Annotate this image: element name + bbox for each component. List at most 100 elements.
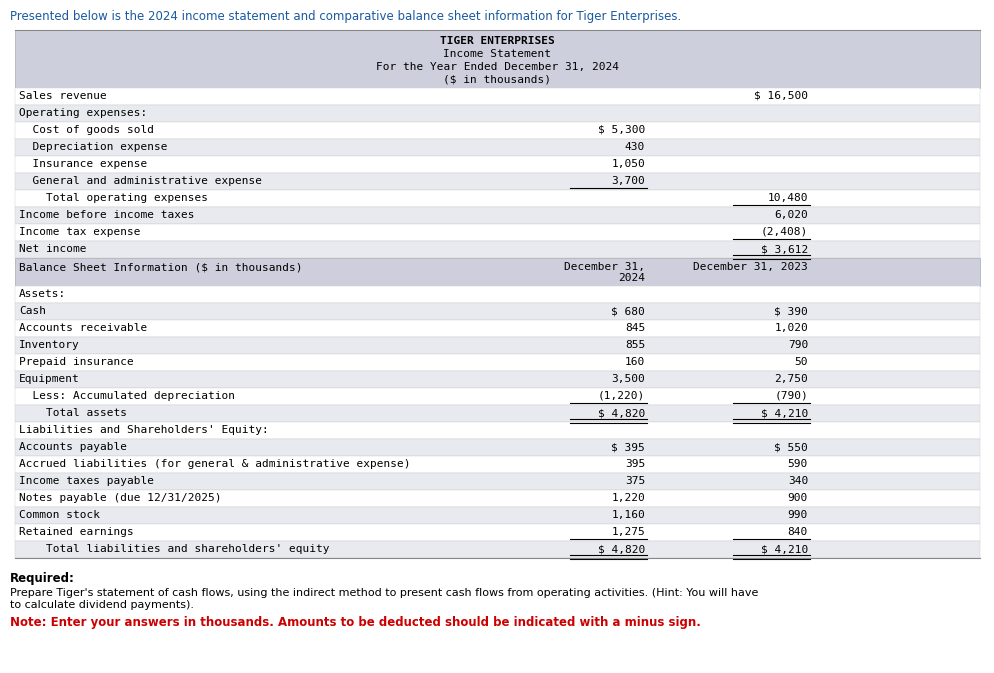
Bar xyxy=(15,88,979,105)
Text: 2024: 2024 xyxy=(617,273,644,283)
Text: Income Statement: Income Statement xyxy=(443,49,551,59)
Text: 790: 790 xyxy=(787,340,807,350)
Text: Assets:: Assets: xyxy=(19,289,67,299)
Text: $ 4,210: $ 4,210 xyxy=(760,408,807,418)
Text: $ 4,820: $ 4,820 xyxy=(597,544,644,554)
Bar xyxy=(15,156,979,173)
Text: $ 5,300: $ 5,300 xyxy=(597,125,644,135)
Text: 2,750: 2,750 xyxy=(773,374,807,384)
Text: Accounts payable: Accounts payable xyxy=(19,442,127,452)
Text: Prepare Tiger's statement of cash flows, using the indirect method to present ca: Prepare Tiger's statement of cash flows,… xyxy=(10,588,757,610)
Bar xyxy=(15,258,979,286)
Text: ($ in thousands): ($ in thousands) xyxy=(443,75,551,85)
Text: $ 550: $ 550 xyxy=(773,442,807,452)
Text: 855: 855 xyxy=(624,340,644,350)
Bar xyxy=(15,337,979,354)
Text: 840: 840 xyxy=(787,527,807,537)
Text: Total assets: Total assets xyxy=(19,408,127,418)
Bar xyxy=(15,371,979,388)
Text: $ 390: $ 390 xyxy=(773,306,807,316)
Text: $ 3,612: $ 3,612 xyxy=(760,244,807,254)
Bar xyxy=(15,388,979,405)
Bar xyxy=(15,303,979,320)
Text: (2,408): (2,408) xyxy=(760,227,807,237)
Text: Prepaid insurance: Prepaid insurance xyxy=(19,357,133,367)
Text: 990: 990 xyxy=(787,510,807,520)
Text: 3,500: 3,500 xyxy=(610,374,644,384)
Text: Cost of goods sold: Cost of goods sold xyxy=(19,125,154,135)
Bar xyxy=(15,422,979,439)
Bar xyxy=(15,507,979,524)
Bar xyxy=(15,405,979,422)
Text: Cash: Cash xyxy=(19,306,46,316)
Text: 430: 430 xyxy=(624,142,644,152)
Text: General and administrative expense: General and administrative expense xyxy=(19,176,261,186)
Bar xyxy=(15,241,979,258)
Text: $ 4,820: $ 4,820 xyxy=(597,408,644,418)
Bar xyxy=(15,207,979,224)
Bar xyxy=(15,320,979,337)
Text: For the Year Ended December 31, 2024: For the Year Ended December 31, 2024 xyxy=(376,62,618,72)
Bar xyxy=(15,224,979,241)
Text: TIGER ENTERPRISES: TIGER ENTERPRISES xyxy=(439,36,555,46)
Text: 1,275: 1,275 xyxy=(610,527,644,537)
Text: $ 395: $ 395 xyxy=(610,442,644,452)
Text: Less: Accumulated depreciation: Less: Accumulated depreciation xyxy=(19,391,235,401)
Text: Balance Sheet Information ($ in thousands): Balance Sheet Information ($ in thousand… xyxy=(19,262,302,272)
Text: 375: 375 xyxy=(624,476,644,486)
Text: 1,220: 1,220 xyxy=(610,493,644,503)
Text: Income tax expense: Income tax expense xyxy=(19,227,140,237)
Text: 1,160: 1,160 xyxy=(610,510,644,520)
Text: 900: 900 xyxy=(787,493,807,503)
Text: Insurance expense: Insurance expense xyxy=(19,159,147,169)
Text: Note: Enter your answers in thousands. Amounts to be deducted should be indicate: Note: Enter your answers in thousands. A… xyxy=(10,616,700,629)
Bar xyxy=(15,473,979,490)
Bar xyxy=(15,490,979,507)
Text: $ 680: $ 680 xyxy=(610,306,644,316)
Text: Required:: Required: xyxy=(10,572,75,585)
Text: Accrued liabilities (for general & administrative expense): Accrued liabilities (for general & admin… xyxy=(19,459,411,469)
Bar xyxy=(15,105,979,122)
Text: Inventory: Inventory xyxy=(19,340,80,350)
Text: 50: 50 xyxy=(793,357,807,367)
Text: 340: 340 xyxy=(787,476,807,486)
Text: (790): (790) xyxy=(773,391,807,401)
Text: 590: 590 xyxy=(787,459,807,469)
Text: Accounts receivable: Accounts receivable xyxy=(19,323,147,333)
Text: 3,700: 3,700 xyxy=(610,176,644,186)
Text: Liabilities and Shareholders' Equity:: Liabilities and Shareholders' Equity: xyxy=(19,425,268,435)
Text: Income before income taxes: Income before income taxes xyxy=(19,210,194,220)
Text: Operating expenses:: Operating expenses: xyxy=(19,108,147,118)
Text: $ 4,210: $ 4,210 xyxy=(760,544,807,554)
Text: 395: 395 xyxy=(624,459,644,469)
Bar xyxy=(15,139,979,156)
Text: Common stock: Common stock xyxy=(19,510,100,520)
Text: Income taxes payable: Income taxes payable xyxy=(19,476,154,486)
Text: 10,480: 10,480 xyxy=(766,193,807,203)
Bar xyxy=(15,30,979,88)
Text: Total liabilities and shareholders' equity: Total liabilities and shareholders' equi… xyxy=(19,544,329,554)
Text: 845: 845 xyxy=(624,323,644,333)
Bar xyxy=(15,173,979,190)
Text: 6,020: 6,020 xyxy=(773,210,807,220)
Text: December 31, 2023: December 31, 2023 xyxy=(693,262,807,272)
Text: Depreciation expense: Depreciation expense xyxy=(19,142,167,152)
Text: 1,050: 1,050 xyxy=(610,159,644,169)
Bar xyxy=(15,354,979,371)
Text: Presented below is the 2024 income statement and comparative balance sheet infor: Presented below is the 2024 income state… xyxy=(10,10,681,23)
Text: Equipment: Equipment xyxy=(19,374,80,384)
Text: 160: 160 xyxy=(624,357,644,367)
Text: $ 16,500: $ 16,500 xyxy=(753,91,807,101)
Text: 1,020: 1,020 xyxy=(773,323,807,333)
Text: Net income: Net income xyxy=(19,244,86,254)
Text: Total operating expenses: Total operating expenses xyxy=(19,193,208,203)
Text: December 31,: December 31, xyxy=(564,262,644,272)
Bar xyxy=(15,190,979,207)
Bar xyxy=(15,122,979,139)
Bar xyxy=(15,541,979,558)
Text: Sales revenue: Sales revenue xyxy=(19,91,106,101)
Text: Notes payable (due 12/31/2025): Notes payable (due 12/31/2025) xyxy=(19,493,222,503)
Text: (1,220): (1,220) xyxy=(597,391,644,401)
Bar xyxy=(15,456,979,473)
Bar xyxy=(15,286,979,303)
